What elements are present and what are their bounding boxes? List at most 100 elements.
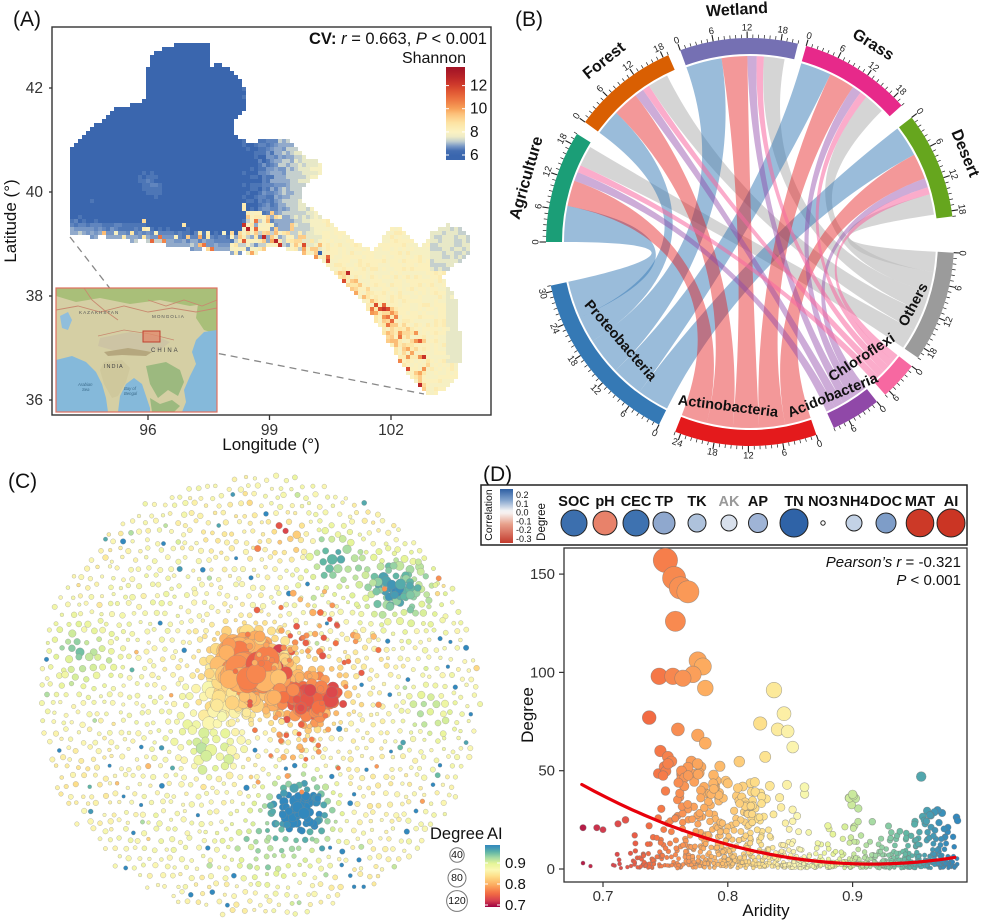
svg-text:Shannon: Shannon <box>402 50 466 67</box>
svg-text:TK: TK <box>687 494 707 510</box>
svg-text:18: 18 <box>925 346 940 361</box>
svg-text:(C): (C) <box>8 470 37 493</box>
svg-text:6: 6 <box>708 26 715 38</box>
svg-text:24: 24 <box>670 436 684 450</box>
svg-text:10: 10 <box>470 101 488 118</box>
svg-text:18: 18 <box>652 41 666 55</box>
svg-text:30: 30 <box>536 287 549 300</box>
svg-text:MAT: MAT <box>905 494 935 510</box>
svg-text:18: 18 <box>555 132 570 147</box>
svg-text:18: 18 <box>777 24 789 36</box>
svg-text:Bay of: Bay of <box>124 386 137 391</box>
svg-text:SOC: SOC <box>558 494 590 510</box>
svg-text:0: 0 <box>958 250 969 256</box>
svg-text:40: 40 <box>451 849 463 861</box>
svg-text:MONGOLIA: MONGOLIA <box>152 314 185 319</box>
svg-text:12: 12 <box>620 59 635 74</box>
svg-text:96: 96 <box>139 422 156 439</box>
svg-text:6: 6 <box>595 83 606 95</box>
svg-text:CEC: CEC <box>621 494 652 510</box>
svg-text:6: 6 <box>849 423 859 435</box>
svg-text:Correlation: Correlation <box>483 489 495 541</box>
svg-text:TP: TP <box>655 494 674 510</box>
svg-text:0.7: 0.7 <box>593 888 614 905</box>
svg-text:Longitude (°): Longitude (°) <box>222 435 320 454</box>
svg-text:0.7: 0.7 <box>505 897 526 914</box>
svg-text:Latitude (°): Latitude (°) <box>1 179 20 262</box>
svg-text:12: 12 <box>470 78 487 95</box>
svg-text:40: 40 <box>26 184 44 201</box>
svg-text:18: 18 <box>955 203 967 215</box>
svg-text:0: 0 <box>672 35 681 47</box>
svg-text:12: 12 <box>866 60 881 75</box>
svg-text:AP: AP <box>748 494 768 510</box>
svg-text:Sea: Sea <box>82 387 90 392</box>
svg-text:0: 0 <box>815 438 824 450</box>
svg-text:CV: r = 0.663, P < 0.001: CV: r = 0.663, P < 0.001 <box>309 30 487 48</box>
svg-text:0.9: 0.9 <box>842 888 863 905</box>
svg-text:(D): (D) <box>483 463 512 486</box>
svg-text:0: 0 <box>805 30 813 42</box>
svg-text:0.8: 0.8 <box>505 876 526 893</box>
svg-text:6: 6 <box>891 392 902 404</box>
svg-text:102: 102 <box>378 422 404 439</box>
svg-text:120: 120 <box>448 895 466 907</box>
svg-text:Arabian: Arabian <box>77 382 93 387</box>
svg-text:50: 50 <box>538 763 555 780</box>
svg-text:-0.2: -0.2 <box>516 525 532 535</box>
svg-text:AK: AK <box>719 494 740 510</box>
svg-text:0: 0 <box>547 861 555 878</box>
svg-text:12: 12 <box>743 450 754 461</box>
svg-text:12: 12 <box>941 315 955 329</box>
svg-text:0.2: 0.2 <box>516 490 529 500</box>
svg-text:0: 0 <box>914 106 926 117</box>
svg-text:KAZAKHSTAN: KAZAKHSTAN <box>79 310 119 315</box>
svg-text:6: 6 <box>470 147 479 164</box>
svg-text:0.0: 0.0 <box>516 508 529 518</box>
svg-text:6: 6 <box>933 137 945 147</box>
svg-text:0: 0 <box>531 239 542 244</box>
svg-text:(B): (B) <box>515 8 543 31</box>
svg-text:(A): (A) <box>13 8 41 31</box>
svg-text:Wetland: Wetland <box>706 0 769 20</box>
svg-text:-0.3: -0.3 <box>516 534 532 544</box>
svg-text:38: 38 <box>26 288 43 305</box>
svg-text:80: 80 <box>451 872 463 884</box>
svg-text:Degree: Degree <box>430 825 484 843</box>
svg-text:6: 6 <box>618 408 629 420</box>
svg-text:CHINA: CHINA <box>151 348 180 354</box>
svg-text:Degree: Degree <box>536 503 548 541</box>
svg-text:Degree: Degree <box>518 687 537 743</box>
svg-text:6: 6 <box>781 447 788 459</box>
svg-text:DOC: DOC <box>870 494 903 510</box>
svg-text:pH: pH <box>595 494 614 510</box>
svg-text:18: 18 <box>706 446 718 459</box>
svg-text:6: 6 <box>953 284 965 292</box>
svg-text:0.9: 0.9 <box>505 855 526 872</box>
svg-text:24: 24 <box>547 322 561 336</box>
svg-text:Aridity: Aridity <box>742 901 790 920</box>
svg-text:NO3: NO3 <box>808 494 838 510</box>
svg-text:6: 6 <box>533 203 545 210</box>
svg-text:0.1: 0.1 <box>516 499 529 509</box>
svg-text:6: 6 <box>838 43 848 55</box>
svg-text:INDIA: INDIA <box>104 364 124 370</box>
svg-text:12: 12 <box>742 22 753 33</box>
svg-text:Bengal: Bengal <box>124 391 138 396</box>
svg-text:8: 8 <box>470 124 479 141</box>
svg-text:0: 0 <box>650 427 660 439</box>
svg-text:12: 12 <box>946 168 960 182</box>
svg-text:42: 42 <box>26 80 43 97</box>
svg-text:TN: TN <box>784 494 803 510</box>
svg-text:99: 99 <box>261 422 278 439</box>
svg-text:18: 18 <box>565 354 580 369</box>
svg-text:AI: AI <box>944 494 959 510</box>
svg-text:P < 0.001: P < 0.001 <box>896 572 961 589</box>
svg-text:36: 36 <box>26 392 43 409</box>
svg-text:0: 0 <box>914 367 926 378</box>
svg-text:-0.1: -0.1 <box>516 516 532 526</box>
svg-text:NH4: NH4 <box>839 494 868 510</box>
svg-text:0: 0 <box>878 404 889 416</box>
svg-text:AI: AI <box>487 825 503 843</box>
svg-text:12: 12 <box>541 165 555 179</box>
